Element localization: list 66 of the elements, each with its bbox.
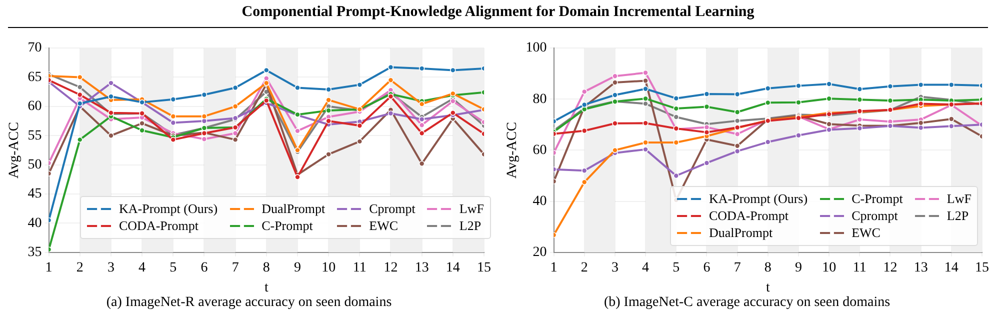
x-tick-label: 11 <box>352 260 366 276</box>
x-tick-label: 8 <box>764 260 772 276</box>
legend-label: Cprompt <box>369 201 416 217</box>
legend-label: KA-Prompt (Ours) <box>709 191 808 207</box>
legend-label: C-Prompt <box>262 218 313 234</box>
x-tick-label: 4 <box>138 260 146 276</box>
y-tick-label: 50 <box>28 157 42 172</box>
x-axis-title: t <box>264 280 268 296</box>
x-tick-label: 13 <box>914 260 928 276</box>
y-tick-label: 20 <box>532 245 547 260</box>
y-tick-label: 65 <box>28 70 42 85</box>
x-tick-label: 12 <box>883 260 898 276</box>
y-tick-label: 40 <box>28 216 42 231</box>
x-tick-label: 2 <box>76 260 84 276</box>
x-tick-label: 15 <box>477 260 491 276</box>
x-tick-label: 10 <box>822 260 836 276</box>
legend-label: KA-Prompt (Ours) <box>119 201 218 217</box>
legend-label: Cprompt <box>852 208 898 224</box>
y-axis-title: Avg-ACC <box>7 122 22 178</box>
legend-label: EWC <box>852 225 880 241</box>
y-tick-label: 70 <box>28 40 42 56</box>
x-tick-label: 3 <box>611 260 618 276</box>
text: (a) ImageNet-R average accuracy on seen domains <box>105 295 393 311</box>
x-tick-label: 9 <box>794 260 802 276</box>
x-tick-label: 7 <box>734 260 741 276</box>
x-tick-label: 11 <box>852 260 866 276</box>
legend-label: CODA-Prompt <box>709 208 788 224</box>
legend-label: CODA-Prompt <box>119 218 198 234</box>
legend-label: LwF <box>946 191 972 207</box>
y-tick-label: 80 <box>532 92 547 107</box>
x-tick-label: 10 <box>322 260 336 276</box>
legend-label: EWC <box>369 218 398 234</box>
x-tick-label: 6 <box>200 260 208 276</box>
x-tick-label: 14 <box>446 260 460 276</box>
y-tick-label: 55 <box>28 128 42 144</box>
x-tick-label: 2 <box>580 260 588 276</box>
x-tick-label: 5 <box>672 260 680 276</box>
legend-label: C-Prompt <box>852 191 903 207</box>
legend-label: L2P <box>946 208 969 224</box>
legend-label: DualPrompt <box>262 201 326 217</box>
chart-title: Componential Prompt-Knowledge Alignment for Domain Incremental Learning <box>240 4 756 21</box>
text: (b) ImageNet-C average accuracy on seen domains <box>602 295 892 311</box>
y-tick-label: 35 <box>28 245 42 260</box>
x-tick-label: 4 <box>642 260 650 276</box>
x-tick-label: 12 <box>384 260 398 276</box>
y-tick-label: 45 <box>28 186 42 202</box>
legend-label: LwF <box>459 201 484 217</box>
legend-label: L2P <box>459 218 482 234</box>
x-tick-label: 1 <box>45 260 52 276</box>
y-tick-label: 60 <box>532 142 547 158</box>
x-tick-label: 14 <box>944 260 958 276</box>
x-tick-label: 7 <box>232 260 239 276</box>
x-axis-title: t <box>766 280 770 296</box>
x-tick-label: 3 <box>107 260 114 276</box>
x-tick-label: 6 <box>703 260 710 276</box>
y-axis-title: Avg-ACC <box>505 122 520 178</box>
x-tick-label: 8 <box>262 260 270 276</box>
legend-label: DualPrompt <box>709 225 773 241</box>
y-tick-label: 40 <box>532 194 547 209</box>
x-tick-label: 13 <box>414 260 429 276</box>
x-tick-label: 15 <box>975 260 989 276</box>
y-tick-label: 100 <box>526 40 547 56</box>
x-tick-label: 1 <box>550 260 558 276</box>
y-tick-label: 60 <box>28 99 42 114</box>
x-tick-label: 9 <box>294 260 301 276</box>
x-tick-label: 5 <box>170 260 177 276</box>
